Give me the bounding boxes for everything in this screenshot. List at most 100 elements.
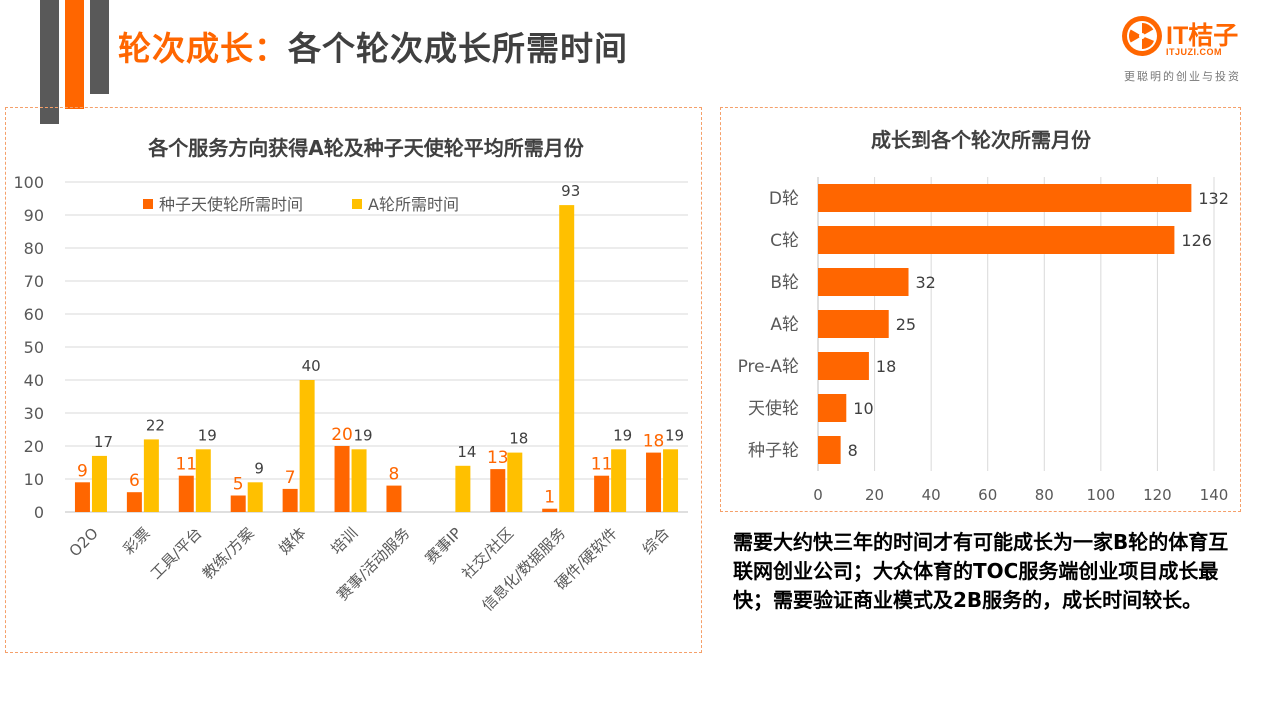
bar-round bbox=[818, 310, 889, 338]
page-title-separator: ： bbox=[254, 29, 288, 68]
logo-brand-text: IT桔子 bbox=[1166, 22, 1239, 50]
data-label-round: 126 bbox=[1181, 231, 1212, 250]
x-tick-label: 0 bbox=[813, 486, 823, 504]
data-label-seed-angel: 7 bbox=[285, 468, 296, 488]
y-tick-label: D轮 bbox=[769, 189, 799, 209]
data-label-seed-angel: 11 bbox=[175, 455, 197, 475]
bar-round bbox=[818, 226, 1175, 254]
bar-round-a bbox=[507, 452, 523, 512]
bar-round bbox=[818, 436, 841, 464]
page-title-accent: 轮次成长 bbox=[118, 29, 254, 68]
y-tick-label: 100 bbox=[13, 173, 44, 192]
y-tick-label: 80 bbox=[24, 239, 44, 258]
bar-round bbox=[818, 184, 1192, 212]
x-tick-label: 20 bbox=[865, 486, 884, 504]
x-tick-label: 彩票 bbox=[120, 524, 154, 558]
y-tick-label: 天使轮 bbox=[748, 398, 799, 419]
data-label-seed-angel: 1 bbox=[544, 488, 555, 508]
bar-round-a bbox=[195, 449, 211, 512]
bar-seed-angel bbox=[334, 446, 350, 512]
bar-seed-angel bbox=[230, 495, 246, 512]
data-label-round-a: 40 bbox=[302, 357, 321, 375]
x-tick-label: 工具/平台 bbox=[147, 524, 206, 583]
data-label-seed-angel: 5 bbox=[233, 475, 244, 495]
data-label-round-a: 19 bbox=[665, 426, 684, 444]
data-label-round-a: 22 bbox=[146, 416, 165, 434]
bar-round-a bbox=[351, 449, 367, 512]
y-tick-label: 20 bbox=[24, 437, 44, 456]
x-tick-label: 60 bbox=[978, 486, 997, 504]
bar-round-a bbox=[247, 482, 263, 512]
data-label-round-a: 19 bbox=[353, 426, 372, 444]
data-label-round: 18 bbox=[876, 357, 896, 376]
y-tick-label: C轮 bbox=[770, 231, 799, 251]
decor-bar-gray-left bbox=[40, 0, 59, 124]
chart-panel-service-directions: 各个服务方向获得A轮及种子天使轮平均所需月份 0 10 20 30 40 50 60 70 80 9… bbox=[5, 107, 702, 653]
logo-slogan: 更聪明的创业与投资 bbox=[1124, 70, 1241, 83]
x-tick-label: 120 bbox=[1143, 486, 1172, 504]
x-tick-label: 80 bbox=[1035, 486, 1054, 504]
bar-seed-angel bbox=[126, 492, 142, 512]
y-tick-label: 40 bbox=[24, 371, 44, 390]
round-growth-bar-chart: 成长到各个轮次所需月份 0 20 40 60 80 100 120 140 132 D轮 126 C轮 3… bbox=[738, 128, 1229, 504]
chart-title: 成长到各个轮次所需月份 bbox=[871, 128, 1092, 152]
bar-round-a bbox=[299, 380, 315, 512]
data-label-round-a: 93 bbox=[561, 182, 580, 200]
bar-seed-angel bbox=[542, 508, 558, 512]
y-tick-label: 10 bbox=[24, 470, 44, 489]
x-tick-label: 100 bbox=[1087, 486, 1116, 504]
data-label-round-a: 17 bbox=[94, 433, 113, 451]
y-tick-label: 30 bbox=[24, 404, 44, 423]
x-tick-label: 综合 bbox=[639, 524, 673, 558]
bar-seed-angel bbox=[646, 452, 662, 512]
y-tick-label: B轮 bbox=[770, 273, 799, 293]
data-label-round: 132 bbox=[1198, 189, 1229, 208]
data-label-seed-angel: 18 bbox=[643, 432, 665, 452]
y-tick-label: Pre-A轮 bbox=[738, 357, 799, 377]
data-label-round-a: 9 bbox=[254, 459, 264, 477]
bar-round-a bbox=[663, 449, 679, 512]
logo-domain-text: ITJUZI.COM bbox=[1166, 47, 1222, 57]
decor-bar-gray-right bbox=[90, 0, 109, 94]
data-label-round: 8 bbox=[848, 441, 858, 460]
legend-label-round-a: A轮所需时间 bbox=[368, 195, 459, 214]
bar-round-a bbox=[91, 455, 107, 512]
page-title-main: 各个轮次成长所需时间 bbox=[288, 29, 628, 68]
data-label-seed-angel: 13 bbox=[487, 448, 509, 468]
bar-round bbox=[818, 394, 847, 422]
data-label-round-a: 18 bbox=[509, 430, 528, 448]
y-tick-label: 90 bbox=[24, 206, 44, 225]
data-label-round: 10 bbox=[853, 399, 873, 418]
summary-text: 需要大约快三年的时间才有可能成长为一家B轮的体育互联网创业公司；大众体育的TOC… bbox=[733, 530, 1229, 612]
y-tick-label: 60 bbox=[24, 305, 44, 324]
data-label-round: 25 bbox=[896, 315, 916, 334]
bar-seed-angel bbox=[594, 475, 610, 512]
data-label-seed-angel: 9 bbox=[77, 461, 88, 481]
y-tick-label: 种子轮 bbox=[748, 441, 799, 461]
orange-slice-icon bbox=[1122, 16, 1162, 56]
x-tick-label: 媒体 bbox=[276, 524, 310, 558]
bar-seed-angel bbox=[74, 482, 90, 512]
page-title: 轮次成长：各个轮次成长所需时间 bbox=[118, 22, 628, 70]
y-tick-label: 50 bbox=[24, 338, 44, 357]
data-label-seed-angel: 11 bbox=[591, 455, 613, 475]
bar-round-a bbox=[143, 439, 159, 512]
x-tick-label: 培训 bbox=[327, 524, 361, 558]
y-tick-label: A轮 bbox=[770, 315, 799, 335]
data-label-round-a: 19 bbox=[613, 426, 632, 444]
x-tick-label: O2O bbox=[66, 524, 102, 560]
data-label-round-a: 14 bbox=[457, 443, 476, 461]
bar-round-a bbox=[559, 205, 575, 512]
x-tick-label: 教练/方案 bbox=[199, 524, 258, 583]
legend-swatch-round-a bbox=[352, 199, 362, 209]
bar-round-a bbox=[611, 449, 627, 512]
y-tick-label: 70 bbox=[24, 272, 44, 291]
data-label-round-a: 19 bbox=[198, 426, 217, 444]
legend-swatch-seed-angel bbox=[143, 199, 153, 209]
x-tick-label: 赛事IP bbox=[422, 524, 465, 567]
x-tick-label: 40 bbox=[922, 486, 941, 504]
legend-label-seed-angel: 种子天使轮所需时间 bbox=[159, 195, 303, 214]
brand-logo: IT桔子 ITJUZI.COM 更聪明的创业与投资 bbox=[1120, 12, 1260, 84]
chart-panel-rounds: 成长到各个轮次所需月份 0 20 40 60 80 100 120 140 132 D轮 126 C轮 3… bbox=[720, 107, 1241, 512]
chart-title: 各个服务方向获得A轮及种子天使轮平均所需月份 bbox=[147, 136, 584, 160]
